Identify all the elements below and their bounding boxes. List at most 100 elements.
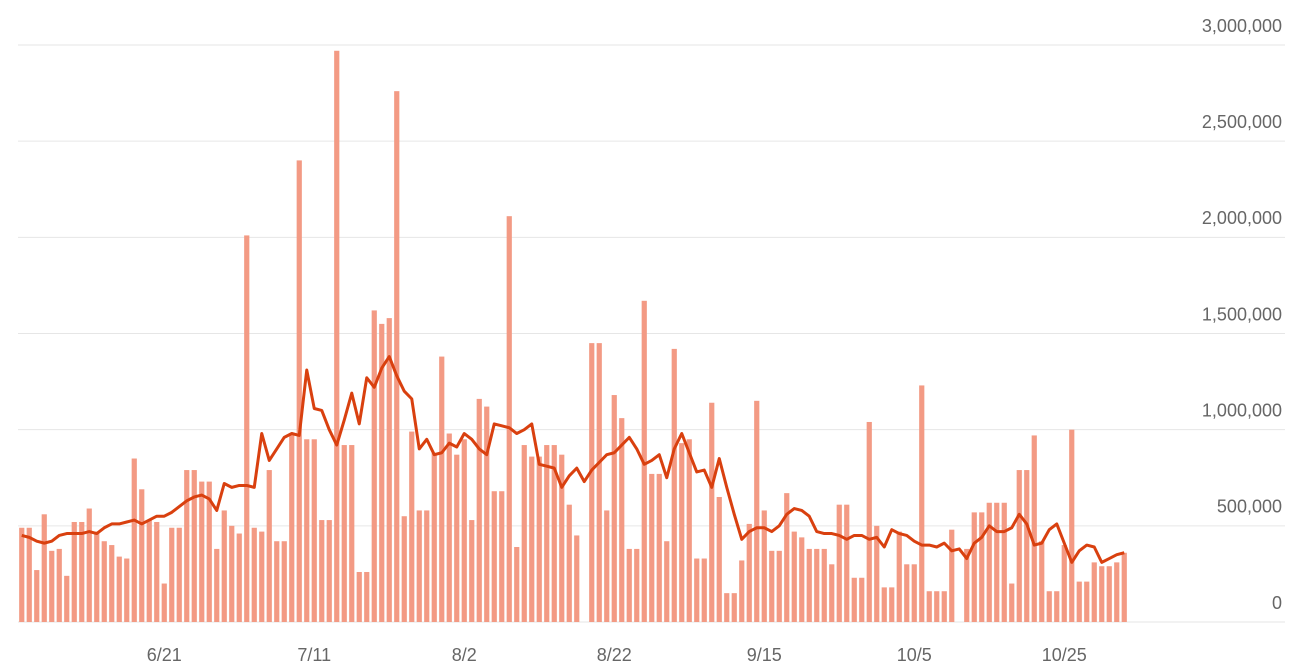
bar: [251, 527, 257, 622]
bar: [881, 587, 887, 622]
bar: [1016, 470, 1022, 622]
bar: [866, 421, 872, 622]
y-tick-label: 2,000,000: [1202, 208, 1282, 228]
bar: [611, 395, 617, 622]
bar: [281, 541, 287, 622]
bar: [191, 470, 197, 622]
x-tick-label: 9/15: [747, 645, 782, 665]
bar: [116, 556, 122, 622]
bar: [1121, 552, 1127, 622]
bar: [761, 510, 767, 622]
x-tick-label: 10/5: [897, 645, 932, 665]
bar: [589, 343, 595, 622]
y-tick-label: 3,000,000: [1202, 16, 1282, 36]
bar: [19, 527, 25, 622]
bar: [626, 548, 632, 622]
bar: [439, 356, 445, 622]
y-tick-label: 1,500,000: [1202, 304, 1282, 324]
bar: [416, 510, 422, 622]
bar: [694, 558, 700, 622]
bar: [101, 541, 107, 622]
bar: [1031, 435, 1037, 622]
y-tick-label: 1,000,000: [1202, 400, 1282, 420]
bar: [371, 310, 377, 622]
bar: [529, 456, 535, 622]
bar: [664, 541, 670, 622]
bar: [356, 571, 362, 622]
bar: [379, 323, 385, 622]
bar: [1084, 581, 1090, 622]
bar: [986, 502, 992, 622]
bar: [724, 593, 730, 622]
bar: [806, 548, 812, 622]
bar: [341, 445, 347, 622]
bar: [566, 504, 572, 622]
bar: [514, 546, 520, 622]
bar: [184, 470, 190, 622]
x-tick-label: 8/22: [597, 645, 632, 665]
bar: [266, 470, 272, 622]
bar: [131, 458, 137, 622]
bar: [394, 91, 400, 622]
bar: [851, 577, 857, 622]
bar: [911, 564, 917, 622]
bar: [979, 512, 985, 622]
bar: [934, 591, 940, 622]
bar: [521, 445, 527, 622]
bar: [739, 560, 745, 622]
bar: [874, 525, 880, 622]
bar: [814, 548, 820, 622]
bar: [949, 529, 955, 622]
bar: [49, 550, 55, 622]
bar: [244, 235, 250, 622]
bar: [964, 548, 970, 622]
bar: [1039, 541, 1045, 622]
bar: [296, 160, 302, 622]
bar: [904, 564, 910, 622]
y-tick-label: 500,000: [1217, 497, 1282, 517]
bar: [1091, 562, 1097, 622]
bar: [836, 504, 842, 622]
bar: [431, 452, 437, 622]
bar: [619, 418, 625, 622]
line: [21, 355, 1125, 564]
bar: [34, 570, 40, 622]
bar: [1054, 591, 1060, 622]
bar: [236, 533, 242, 622]
bar: [634, 548, 640, 622]
bar: [176, 527, 182, 622]
bar: [671, 348, 677, 622]
bar: [424, 510, 430, 622]
bar: [536, 456, 542, 622]
bar: [776, 550, 782, 622]
bar: [56, 548, 62, 622]
bar: [476, 398, 482, 622]
bar: [311, 439, 317, 622]
bar: [229, 525, 235, 622]
bar: [919, 385, 925, 622]
bar: [401, 516, 407, 622]
bar: [941, 591, 947, 622]
bar: [454, 454, 460, 622]
bar: [86, 508, 92, 622]
bar: [994, 502, 1000, 622]
bar: [304, 439, 310, 622]
bar: [679, 443, 685, 622]
bar: [274, 541, 280, 622]
bar: [791, 531, 797, 622]
bar: [1069, 429, 1075, 622]
bar: [1114, 562, 1120, 622]
bar: [784, 493, 790, 622]
bar: [161, 583, 167, 622]
bar: [709, 402, 715, 622]
y-tick-label: 0: [1272, 593, 1282, 613]
bar: [829, 564, 835, 622]
bar: [169, 527, 175, 622]
bar: [26, 527, 32, 622]
bar: [506, 216, 512, 622]
bar: [1024, 470, 1030, 622]
bar: [71, 521, 77, 622]
bar: [206, 481, 212, 622]
bar: [259, 531, 265, 622]
